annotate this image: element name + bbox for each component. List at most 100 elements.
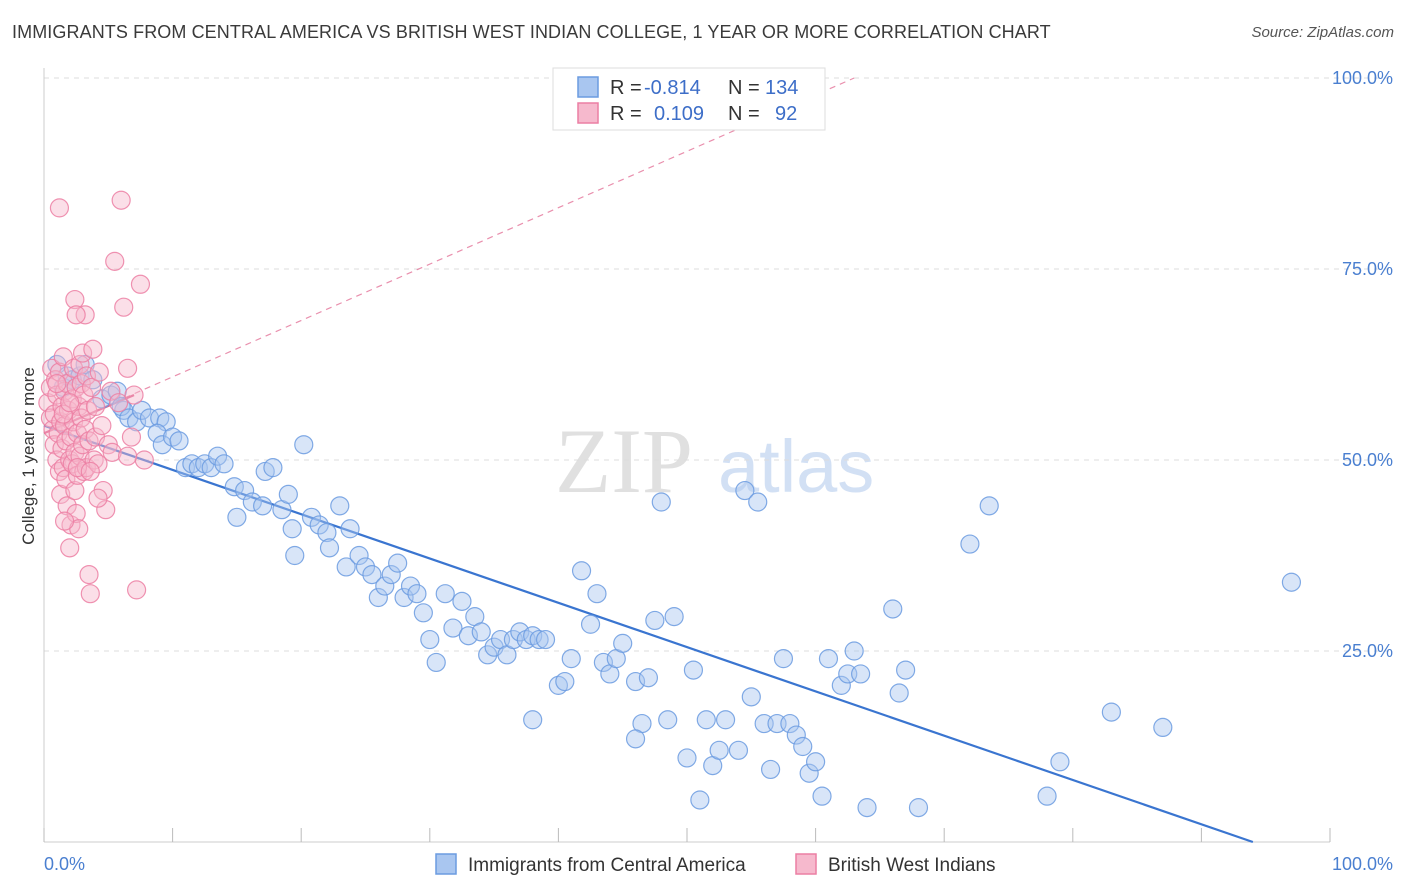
point-pink-35 bbox=[65, 442, 85, 462]
point-blue-38 bbox=[278, 484, 298, 504]
point-blue-14 bbox=[132, 400, 152, 420]
point-blue-39 bbox=[285, 545, 305, 566]
point-blue-129 bbox=[1153, 717, 1173, 738]
point-pink-77 bbox=[126, 580, 147, 600]
axes bbox=[43, 68, 1331, 843]
point-pink-70 bbox=[105, 251, 125, 271]
point-pink-10 bbox=[48, 423, 68, 443]
watermark: ZIP atlas bbox=[555, 410, 874, 512]
x-tick-label-min: 0.0% bbox=[44, 854, 85, 874]
point-pink-56 bbox=[79, 564, 99, 585]
point-blue-35 bbox=[263, 458, 283, 478]
point-blue-120 bbox=[857, 798, 877, 818]
data-points bbox=[38, 190, 1302, 818]
point-blue-101 bbox=[728, 740, 749, 760]
gridlines bbox=[44, 77, 1392, 652]
point-pink-57 bbox=[80, 584, 100, 604]
point-pink-84 bbox=[60, 393, 80, 413]
point-blue-121 bbox=[883, 599, 903, 619]
point-pink-69 bbox=[101, 381, 121, 401]
point-blue-29 bbox=[224, 477, 244, 497]
legend-r-value-blue: -0.814 bbox=[644, 77, 701, 99]
point-blue-97 bbox=[696, 710, 716, 730]
legend-r-value-pink: 0.109 bbox=[654, 103, 704, 125]
point-blue-87 bbox=[625, 671, 646, 692]
point-blue-103 bbox=[741, 687, 761, 707]
y-tick-label-100: 100.0% bbox=[1332, 68, 1393, 88]
legend-bottom-label-blue: Immigrants from Central America bbox=[468, 855, 746, 876]
point-pink-74 bbox=[117, 358, 138, 378]
point-blue-90 bbox=[645, 610, 665, 631]
point-pink-64 bbox=[89, 362, 109, 382]
trend-line-pink-extension bbox=[43, 77, 855, 434]
point-blue-27 bbox=[208, 446, 228, 466]
point-pink-81 bbox=[65, 289, 85, 310]
point-blue-79 bbox=[561, 649, 581, 669]
point-blue-80 bbox=[571, 561, 592, 581]
point-pink-76 bbox=[124, 385, 144, 405]
legend-bottom-swatch-blue bbox=[435, 853, 457, 875]
x-tick-label-max: 100.0% bbox=[1332, 854, 1393, 874]
point-blue-95 bbox=[683, 660, 704, 680]
point-blue-31 bbox=[227, 507, 247, 527]
point-pink-72 bbox=[111, 190, 131, 210]
legend-n-label-blue: N = bbox=[728, 77, 760, 99]
point-blue-133 bbox=[523, 710, 543, 730]
point-pink-43 bbox=[70, 446, 90, 466]
point-blue-33 bbox=[253, 496, 273, 516]
point-blue-58 bbox=[413, 603, 433, 623]
point-pink-47 bbox=[72, 343, 93, 363]
point-blue-21 bbox=[169, 431, 189, 451]
point-blue-60 bbox=[426, 652, 446, 673]
point-blue-76 bbox=[535, 629, 556, 650]
point-blue-102 bbox=[735, 480, 755, 501]
point-blue-46 bbox=[336, 557, 356, 577]
point-blue-111 bbox=[793, 736, 813, 757]
point-blue-52 bbox=[375, 576, 395, 596]
point-blue-104 bbox=[748, 492, 768, 512]
point-blue-110 bbox=[786, 725, 806, 745]
point-blue-106 bbox=[760, 759, 781, 780]
point-pink-73 bbox=[114, 297, 134, 317]
point-pink-82 bbox=[66, 305, 86, 325]
point-blue-62 bbox=[443, 618, 463, 638]
point-pink-44 bbox=[71, 408, 91, 428]
tick-labels: 25.0% 50.0% 75.0% 100.0% 0.0% 100.0% bbox=[44, 68, 1393, 874]
point-pink-34 bbox=[65, 480, 85, 501]
point-blue-28 bbox=[214, 454, 234, 474]
point-blue-72 bbox=[510, 622, 530, 642]
legend-bottom-label-pink: British West Indians bbox=[828, 855, 996, 876]
series-blue bbox=[47, 354, 1302, 818]
point-blue-53 bbox=[381, 564, 401, 585]
point-blue-108 bbox=[773, 649, 794, 669]
point-blue-123 bbox=[896, 660, 916, 680]
point-pink-91 bbox=[88, 488, 108, 508]
y-tick-label-25: 25.0% bbox=[1342, 641, 1393, 661]
point-blue-94 bbox=[677, 748, 697, 768]
legend-n-label-pink: N = bbox=[728, 103, 760, 125]
point-pink-86 bbox=[67, 458, 88, 478]
point-pink-4 bbox=[43, 419, 63, 440]
point-blue-67 bbox=[478, 645, 498, 665]
y-axis-label: College, 1 year or more bbox=[19, 367, 38, 545]
point-blue-18 bbox=[147, 423, 167, 443]
point-blue-124 bbox=[960, 534, 980, 554]
point-pink-27 bbox=[60, 538, 80, 558]
point-blue-42 bbox=[309, 515, 329, 535]
legend-swatch-pink bbox=[577, 102, 599, 124]
legend-r-label-pink: R = bbox=[610, 103, 642, 125]
series-pink bbox=[38, 190, 154, 604]
point-pink-19 bbox=[54, 381, 75, 401]
point-blue-50 bbox=[362, 564, 382, 585]
point-blue-32 bbox=[242, 492, 262, 512]
point-pink-85 bbox=[47, 374, 67, 394]
point-blue-61 bbox=[435, 584, 455, 604]
point-blue-66 bbox=[471, 622, 491, 642]
legend-top: R = -0.814 N = 134 R = 0.109 N = 92 bbox=[552, 67, 826, 131]
point-pink-71 bbox=[108, 393, 129, 413]
point-pink-88 bbox=[102, 442, 122, 462]
point-blue-100 bbox=[715, 710, 736, 730]
point-blue-122 bbox=[889, 683, 909, 703]
point-pink-80 bbox=[49, 198, 70, 218]
point-blue-96 bbox=[690, 790, 710, 810]
